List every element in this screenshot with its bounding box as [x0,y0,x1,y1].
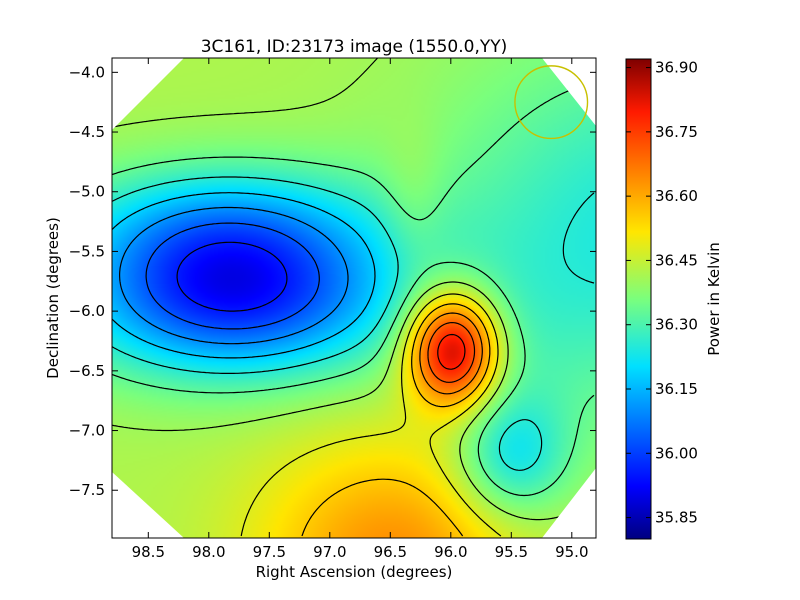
y-tick-label: −4.5 [69,123,105,141]
contour-line [145,222,320,330]
plot-area: 98.5 98.0 97.5 97.0 96.5 96.0 95.5 95.0 −4.0−4.… [69,57,597,561]
x-tick-label: 96.5 [374,543,407,561]
colorbar-tick-label: 36.90 [655,59,698,77]
contour-line [112,176,595,471]
y-axis-label: Declination (degrees) [44,217,62,379]
x-tick-label: 95.0 [555,543,588,561]
y-axis: −4.0 −4.5 −5.0 −5.5 −6.0 −6.5 −7.0 −7.5 [69,63,596,499]
colorbar-tick-label: 36.00 [655,444,698,462]
colorbar-gradient [625,58,652,540]
contour-line [427,322,476,383]
colorbar-tick-label: 36.45 [655,251,698,269]
x-tick-label: 98.0 [192,543,225,561]
x-axis-label: Right Ascension (degrees) [256,563,453,581]
x-tick-label: 96.0 [434,543,467,561]
x-axis: 98.5 98.0 97.5 97.0 96.5 96.0 95.5 95.0 [132,58,589,561]
contour-line [119,206,349,345]
colorbar-tick-label: 36.75 [655,123,698,141]
y-tick-label: −6.5 [69,362,105,380]
contour-line [112,58,595,521]
y-tick-label: −5.0 [69,183,105,201]
y-tick-label: −7.0 [69,422,105,440]
contour-line [437,333,466,370]
colorbar: 35.85 36.00 36.15 36.30 36.45 36.60 36.75 36.90 [625,58,698,540]
x-tick-label: 98.5 [132,543,165,561]
x-tick-label: 97.5 [253,543,286,561]
heatmap-image [112,58,596,538]
colorbar-tick-label: 36.15 [655,380,698,398]
contour-line [240,293,502,537]
contour-line [176,241,288,312]
colorbar-tick-label: 36.60 [655,187,698,205]
y-tick-label: −5.5 [69,242,105,260]
y-tick-label: −4.0 [69,63,105,81]
chart-title: 3C161, ID:23173 image (1550.0,YY) [201,37,508,57]
contour-line [419,312,483,395]
colorbar-ticks: 35.85 36.00 36.15 36.30 36.45 36.60 36.75 36.90 [626,59,698,527]
x-tick-label: 95.5 [495,543,528,561]
contour-line [301,303,491,537]
beam-circle [514,65,589,140]
contour-lines [112,58,595,537]
plot-frame [111,57,597,539]
colorbar-label: Power in Kelvin [705,242,723,356]
colorbar-tick-label: 35.85 [655,509,698,527]
x-tick-label: 97.0 [313,543,346,561]
y-tick-label: −6.0 [69,302,105,320]
colorbar-tick-label: 36.30 [655,316,698,334]
y-tick-label: −7.5 [69,481,105,499]
contour-line [112,192,376,359]
